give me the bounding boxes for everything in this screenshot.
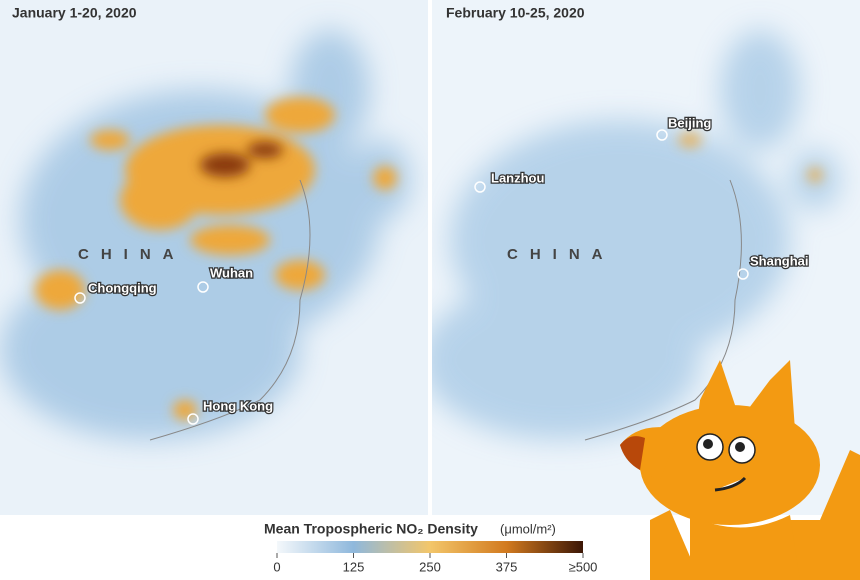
legend-ticks: 0 125 250 375 ≥500: [273, 553, 597, 574]
city-label: Chongqing: [88, 280, 157, 295]
panel-title: February 10-25, 2020: [446, 5, 585, 21]
city-marker: [656, 129, 668, 141]
country-label: CHINA: [78, 246, 186, 263]
tick-label: ≥500: [569, 559, 598, 574]
city-marker: [474, 181, 486, 193]
legend: Mean Tropospheric NO₂ Density (μmol/m²) …: [264, 521, 597, 575]
tick-label: 125: [343, 559, 365, 574]
legend-title: Mean Tropospheric NO₂ Density: [264, 521, 478, 537]
city-label: Hong Kong: [203, 398, 273, 413]
tick-label: 375: [496, 559, 518, 574]
color-bar: [277, 541, 583, 553]
tick-label: 0: [273, 559, 280, 574]
city-labels: Chongqing Wuhan Hong Kong Beijing Lanzhou Sha…: [74, 114, 810, 425]
city-label: Beijing: [668, 115, 711, 130]
country-label: CHINA: [507, 246, 615, 263]
map-january: [0, 0, 428, 515]
city-marker: [197, 281, 209, 293]
city-marker: [737, 268, 749, 280]
city-marker: [74, 292, 86, 304]
city-label: Lanzhou: [491, 170, 544, 185]
city-label: Shanghai: [750, 253, 809, 268]
city-marker: [187, 413, 199, 425]
legend-unit: (μmol/m²): [500, 521, 556, 536]
tick-label: 250: [419, 559, 441, 574]
fox-mascot: [620, 360, 860, 580]
panel-title: January 1-20, 2020: [12, 5, 137, 21]
city-label: Wuhan: [210, 265, 253, 280]
